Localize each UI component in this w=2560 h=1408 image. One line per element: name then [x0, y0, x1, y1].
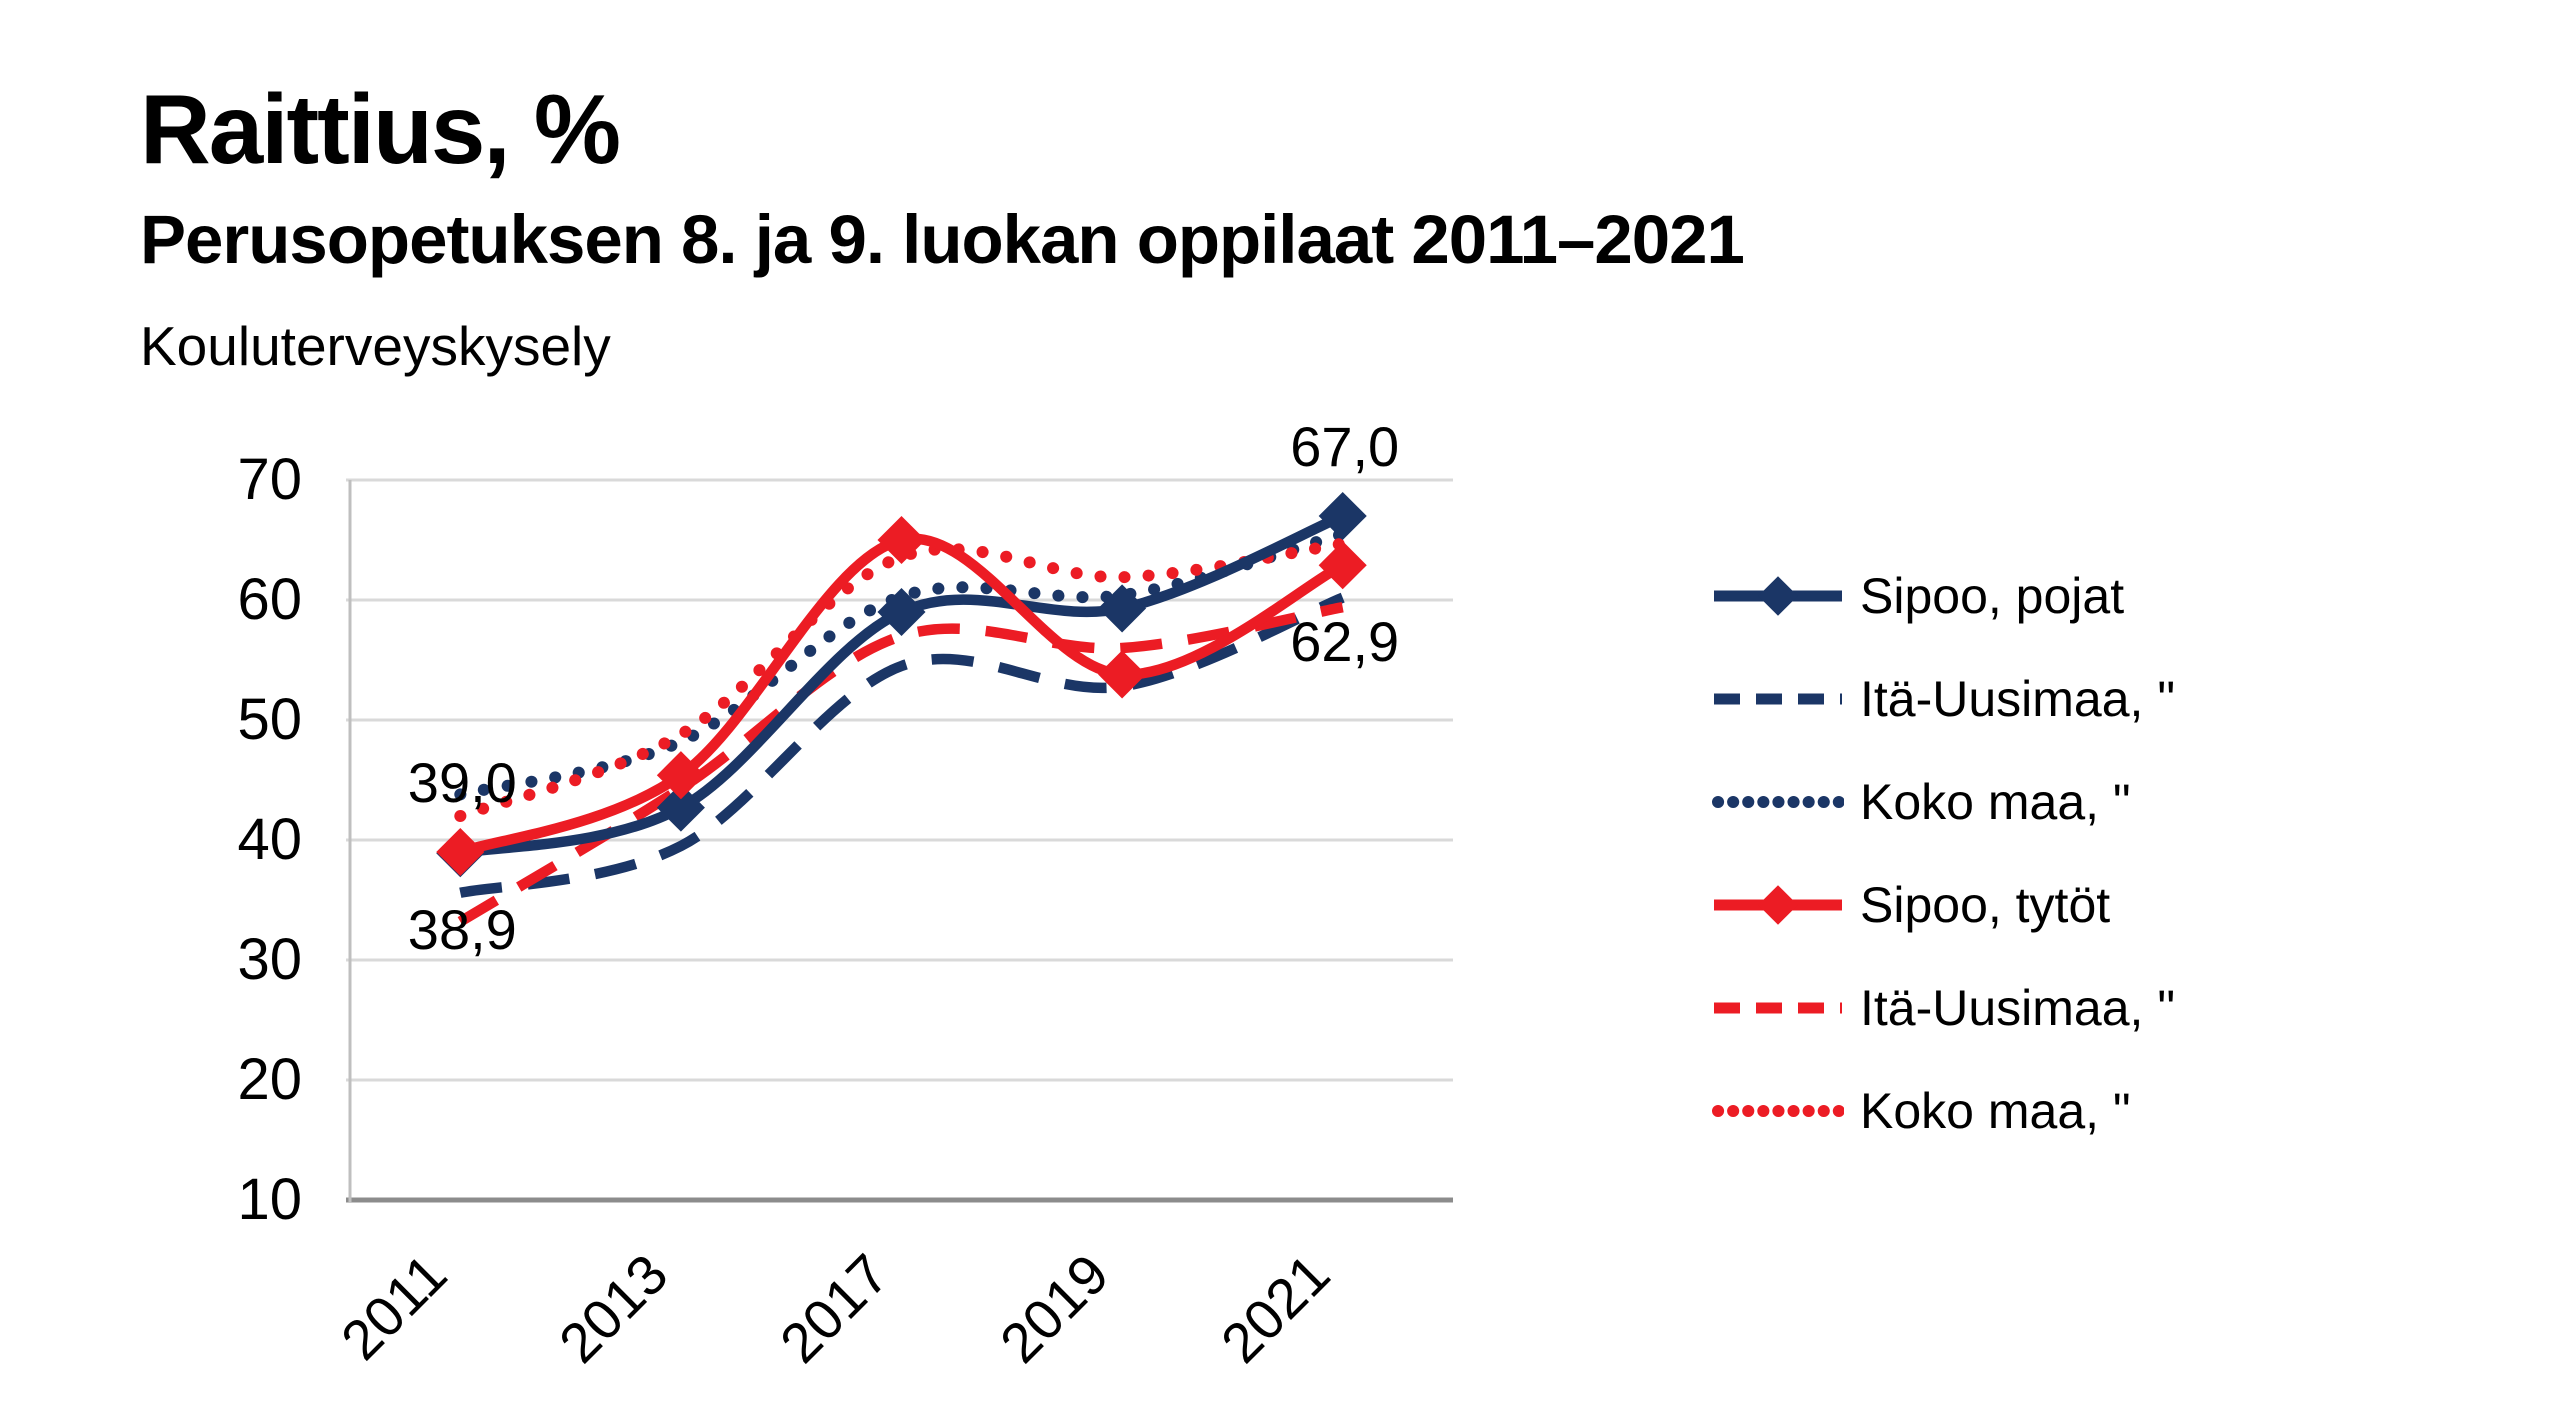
legend-swatch-solid-navy [1714, 575, 1842, 616]
legend-swatch-dotted-red [1712, 1104, 1844, 1117]
point-labels: 39,0 38,9 67,0 62,9 [408, 415, 1399, 961]
y-axis-tick-label: 10 [237, 1167, 302, 1232]
y-axis-tick-label: 30 [237, 927, 302, 992]
diamond-marker-icon [1758, 884, 1798, 925]
point-label: 62,9 [1290, 610, 1399, 673]
data-point-marker [656, 751, 705, 800]
gridlines [346, 478, 1453, 1203]
legend-swatch-dashed-red [1714, 1002, 1842, 1013]
x-axis-tick-label: 2019 [988, 1242, 1121, 1375]
legend-label: Itä-Uusimaa, " [1860, 670, 2176, 727]
legend-label: Sipoo, tytöt [1860, 876, 2111, 933]
chart-subtitle: Perusopetuksen 8. ja 9. luokan oppilaat … [140, 201, 1745, 278]
legend-label: Koko maa, " [1860, 1082, 2131, 1139]
data-point-marker [1318, 491, 1367, 541]
legend-item-ita-uusimaa-pojat: Itä-Uusimaa, " [1712, 647, 2175, 750]
legend-label: Sipoo, pojat [1860, 567, 2125, 624]
diamond-marker-icon [1758, 575, 1798, 616]
legend-item-sipoo-pojat: Sipoo, pojat [1712, 544, 2175, 647]
y-axis-tick-label: 40 [237, 807, 302, 872]
point-label: 67,0 [1290, 415, 1399, 478]
x-axis-tick-label: 2011 [329, 1242, 459, 1372]
legend-swatch-solid-red [1714, 884, 1842, 925]
x-axis-tick-label: 2013 [547, 1242, 680, 1375]
legend-item-koko-maa-tytot: Koko maa, " [1712, 1059, 2175, 1162]
y-axis-tick-label: 50 [237, 687, 302, 752]
legend-item-sipoo-tytot: Sipoo, tytöt [1712, 853, 2175, 956]
data-point-marker [436, 827, 485, 877]
legend-swatch-dotted-navy [1712, 795, 1844, 808]
x-axis-tick-label: 2017 [768, 1242, 901, 1375]
point-label: 38,9 [408, 898, 517, 961]
y-axis-tick-label: 20 [237, 1047, 302, 1112]
data-point-marker [656, 783, 705, 832]
data-point-marker [877, 515, 926, 565]
series-line-dotted-red [454, 537, 1349, 822]
legend-label: Koko maa, " [1860, 773, 2131, 830]
data-point-marker [877, 587, 926, 637]
point-label: 39,0 [408, 751, 517, 814]
y-axis-tick-label: 70 [237, 447, 302, 512]
chart-source-label: Kouluterveyskysely [140, 315, 611, 377]
y-axis: 70 60 50 40 30 20 10 [237, 447, 302, 1232]
series-line-solid-red [458, 533, 1346, 857]
series-line-solid-navy [459, 511, 1345, 859]
legend-swatch-dashed-navy [1714, 693, 1842, 704]
series-lines [436, 491, 1367, 927]
y-axis-tick-label: 60 [237, 567, 302, 632]
chart-title: Raittius, % [140, 74, 621, 184]
legend-item-ita-uusimaa-tytot: Itä-Uusimaa, " [1712, 956, 2175, 1059]
legend: Sipoo, pojat Itä-Uusimaa, " Koko maa, " … [1712, 544, 2175, 1162]
legend-label: Itä-Uusimaa, " [1860, 979, 2176, 1036]
data-point-marker [1318, 541, 1367, 590]
series-line-dashed-navy [459, 592, 1345, 898]
legend-item-koko-maa-pojat: Koko maa, " [1712, 750, 2175, 853]
x-axis-tick-label: 2021 [1209, 1242, 1342, 1375]
x-axis: 2011 2013 2017 2019 2021 [329, 1242, 1342, 1375]
